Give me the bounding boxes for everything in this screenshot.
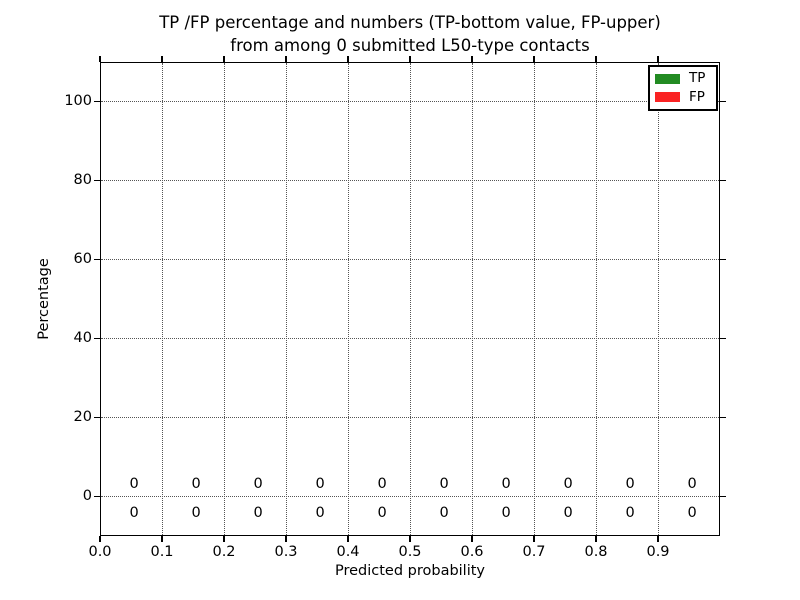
y-tick-right xyxy=(720,495,726,498)
fp-count-label: 0 xyxy=(377,476,387,492)
x-tick-top xyxy=(347,56,349,62)
y-tick-label: 80 xyxy=(73,172,92,188)
legend-item-tp: TP xyxy=(655,72,716,85)
tp-count-label: 0 xyxy=(129,505,139,521)
fp-count-label: 0 xyxy=(191,476,201,492)
legend-swatch-tp xyxy=(655,73,680,84)
x-tick xyxy=(99,536,101,542)
y-tick xyxy=(94,416,100,419)
x-tick xyxy=(595,536,597,542)
chart-title: TP /FP percentage and numbers (TP-bottom… xyxy=(70,12,750,57)
y-tick xyxy=(94,258,100,261)
x-tick xyxy=(533,536,535,542)
x-tick-top xyxy=(533,56,535,62)
tp-count-label: 0 xyxy=(501,505,511,521)
y-tick xyxy=(94,100,100,103)
fp-count-label: 0 xyxy=(625,476,635,492)
x-tick-label: 0.6 xyxy=(460,544,484,560)
fp-count-label: 0 xyxy=(253,476,263,492)
y-tick-label: 60 xyxy=(73,251,92,267)
y-axis-label: Percentage xyxy=(36,258,52,340)
tp-count-label: 0 xyxy=(687,505,697,521)
x-tick-label: 0.2 xyxy=(212,544,236,560)
v-gridline xyxy=(161,63,163,535)
x-tick-label: 0.5 xyxy=(398,544,422,560)
y-tick xyxy=(94,495,100,498)
fp-count-label: 0 xyxy=(315,476,325,492)
fp-count-label: 0 xyxy=(129,476,139,492)
tp-count-label: 0 xyxy=(625,505,635,521)
legend-label: FP xyxy=(689,88,705,105)
legend-swatch-fp xyxy=(655,92,680,103)
legend-label: TP xyxy=(689,70,706,87)
v-gridline xyxy=(285,63,287,535)
v-gridline xyxy=(595,63,597,535)
v-gridline xyxy=(223,63,225,535)
chart-title-line1: TP /FP percentage and numbers (TP-bottom… xyxy=(159,13,661,32)
legend-item-fp: FP xyxy=(655,88,716,105)
x-tick-top xyxy=(285,56,287,62)
x-tick-top xyxy=(595,56,597,62)
x-tick-label: 0.4 xyxy=(336,544,360,560)
y-tick xyxy=(94,337,100,340)
y-tick-label: 40 xyxy=(73,330,92,346)
v-gridline xyxy=(533,63,535,535)
v-gridline xyxy=(347,63,349,535)
fp-count-label: 0 xyxy=(501,476,511,492)
y-tick-right xyxy=(720,100,726,103)
x-tick xyxy=(471,536,473,542)
y-tick-label: 100 xyxy=(64,93,92,109)
tp-count-label: 0 xyxy=(563,505,573,521)
legend-box: TP FP xyxy=(648,65,718,111)
x-tick xyxy=(223,536,225,542)
tp-count-label: 0 xyxy=(191,505,201,521)
y-tick-right xyxy=(720,337,726,340)
x-tick xyxy=(285,536,287,542)
y-tick-label: 20 xyxy=(73,409,92,425)
plot-area xyxy=(100,62,720,536)
x-tick xyxy=(347,536,349,542)
x-tick-top xyxy=(161,56,163,62)
x-tick-label: 0.9 xyxy=(646,544,670,560)
y-tick-right xyxy=(720,258,726,261)
x-tick-label: 0.8 xyxy=(584,544,608,560)
tp-count-label: 0 xyxy=(377,505,387,521)
x-tick-label: 0.7 xyxy=(522,544,546,560)
tp-count-label: 0 xyxy=(253,505,263,521)
x-tick-top xyxy=(657,56,659,62)
x-tick-label: 0.3 xyxy=(274,544,298,560)
fp-count-label: 0 xyxy=(563,476,573,492)
x-axis-label: Predicted probability xyxy=(334,563,486,579)
x-tick xyxy=(409,536,411,542)
x-tick-top xyxy=(471,56,473,62)
x-tick-top xyxy=(99,56,101,62)
y-tick-right xyxy=(720,416,726,419)
v-gridline xyxy=(471,63,473,535)
tp-count-label: 0 xyxy=(315,505,325,521)
x-tick xyxy=(657,536,659,542)
x-tick-label: 0.0 xyxy=(88,544,112,560)
fp-count-label: 0 xyxy=(687,476,697,492)
v-gridline xyxy=(409,63,411,535)
x-tick-top xyxy=(223,56,225,62)
y-tick xyxy=(94,179,100,182)
tp-count-label: 0 xyxy=(439,505,449,521)
y-tick-label: 0 xyxy=(82,488,92,504)
v-gridline xyxy=(657,63,659,535)
fp-count-label: 0 xyxy=(439,476,449,492)
chart-title-line2: from among 0 submitted L50-type contacts xyxy=(230,35,590,55)
x-tick xyxy=(161,536,163,542)
y-tick-right xyxy=(720,179,726,182)
x-tick-label: 0.1 xyxy=(150,544,174,560)
x-tick-top xyxy=(409,56,411,62)
